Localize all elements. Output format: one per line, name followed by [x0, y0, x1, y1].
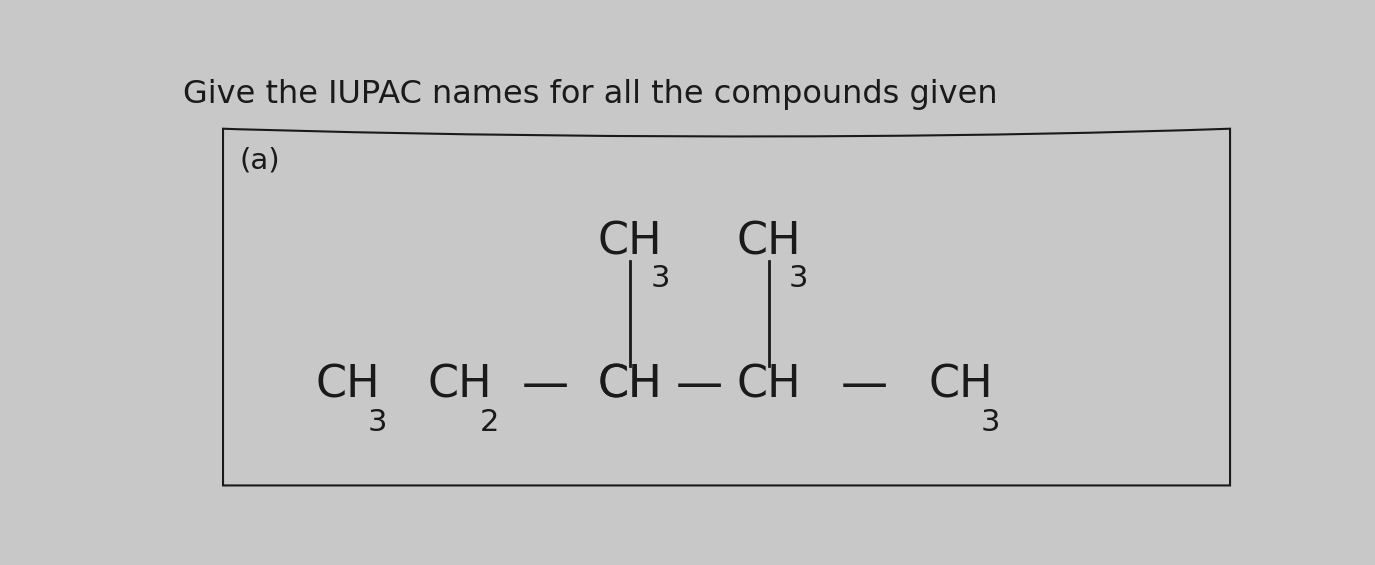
Text: Give the IUPAC names for all the compounds given: Give the IUPAC names for all the compoun… [183, 79, 997, 110]
Text: CH: CH [315, 364, 380, 407]
Text: 3: 3 [980, 408, 1000, 437]
Text: CH: CH [428, 364, 492, 407]
Text: 3: 3 [789, 264, 808, 293]
Text: CH: CH [598, 364, 663, 407]
Text: CH: CH [598, 220, 663, 263]
Text: —: — [521, 363, 568, 408]
Text: 2: 2 [480, 408, 499, 437]
Text: CH: CH [737, 364, 800, 407]
Text: 3: 3 [368, 408, 388, 437]
Text: 3: 3 [650, 264, 670, 293]
Text: (a): (a) [239, 146, 279, 174]
PathPatch shape [223, 129, 1231, 485]
Text: —: — [675, 363, 723, 408]
Text: —: — [842, 363, 888, 408]
Text: CH: CH [928, 364, 993, 407]
Text: CH: CH [598, 364, 663, 407]
Text: CH: CH [737, 220, 800, 263]
